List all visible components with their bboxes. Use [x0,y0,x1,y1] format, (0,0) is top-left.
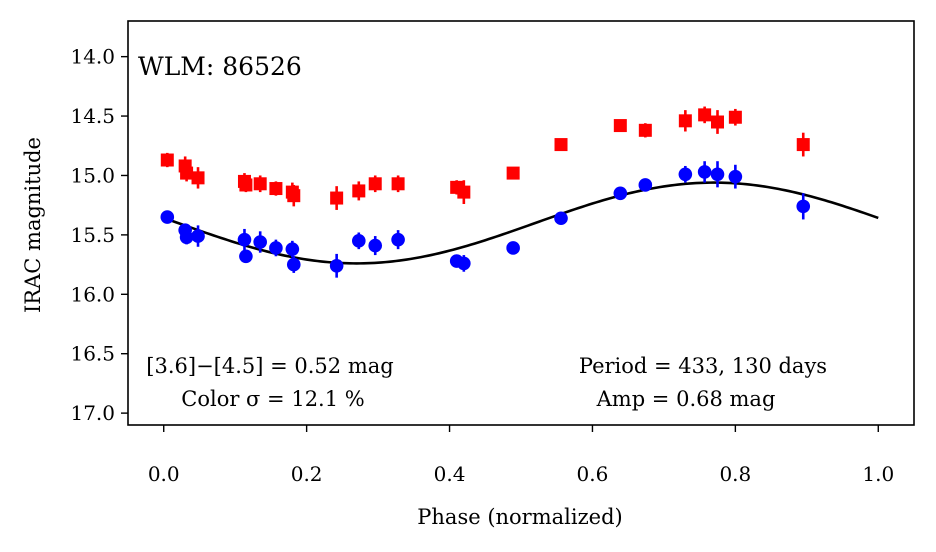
data-point-blue-circle [160,210,175,224]
period-annotation: Period = 433, 130 days [579,354,827,378]
data-point-red-square [253,177,267,191]
data-point-blue-circle [678,167,693,182]
color-difference-annotation: [3.6]−[4.5] = 0.52 mag [146,354,393,378]
data-point-blue-circle [329,258,344,273]
data-point-blue-circle [239,249,253,264]
plot-frame [127,20,915,426]
amplitude-annotation: Amp = 0.68 mag [596,387,776,411]
x-tick-label: 0.2 [291,462,323,486]
x-axis-label: Phase (normalized) [417,505,622,529]
y-tick-label: 15.0 [70,163,115,187]
data-point-blue-circle [285,242,300,256]
data-point-blue-circle [728,169,743,184]
data-point-red-square [613,119,627,133]
data-point-red-square [678,114,692,128]
y-tick-label: 15.5 [70,223,115,247]
y-tick-label: 14.5 [70,104,115,128]
data-point-red-square [191,171,205,185]
x-tick-label: 0.4 [434,462,466,486]
data-point-red-square [287,189,301,203]
data-point-blue-circle [191,229,205,243]
y-axis-label: IRAC magnitude [21,137,45,313]
data-point-blue-circle [554,211,568,226]
y-tick-label: 16.0 [70,282,115,306]
data-point-blue-circle [351,234,366,248]
data-point-blue-circle [506,241,520,255]
x-tick-label: 0.6 [577,462,609,486]
data-point-red-square [698,108,712,122]
data-point-blue-circle [638,178,653,192]
y-tick-label: 14.0 [70,45,115,69]
chart-marks [160,106,879,278]
data-point-red-square [728,110,742,124]
data-point-red-square [239,178,253,192]
data-point-red-square [391,177,405,191]
y-tick-label: 16.5 [70,342,115,366]
data-point-blue-circle [457,256,471,271]
data-point-blue-circle [697,165,712,179]
data-point-red-square [796,138,810,152]
x-tick-label: 0.8 [719,462,751,486]
data-point-blue-circle [286,257,301,272]
data-point-red-square [554,138,568,152]
data-point-red-square [160,153,174,167]
data-point-red-square [711,115,724,129]
x-tick-label: 1.0 [862,462,894,486]
data-point-blue-circle [269,241,283,255]
chart-axes: 0.0 0.2 0.4 0.6 0.8 1.0 14.0 14.5 15.0 15.5 16.0 16… [70,20,915,486]
color-sigma-annotation: Color σ = 12.1 % [181,387,364,411]
data-point-red-square [330,191,344,205]
data-point-red-square [180,166,194,180]
data-point-blue-circle [368,238,383,253]
data-point-blue-circle [796,199,811,214]
data-point-blue-circle [237,232,252,247]
data-point-red-square [506,166,520,180]
data-point-blue-circle [613,186,628,201]
data-point-red-square [352,184,366,198]
data-point-blue-circle [253,235,267,249]
data-point-red-square [457,185,471,199]
model-curve [163,181,879,265]
data-point-blue-circle [179,230,194,245]
y-tick-label: 17.0 [70,401,115,425]
x-tick-label: 0.0 [148,462,180,486]
data-point-red-square [269,182,283,196]
data-point-blue-circle [710,167,725,182]
chart-title: WLM: 86526 [138,52,302,81]
data-point-red-square [638,123,652,137]
data-point-blue-circle [391,232,405,247]
data-point-red-square [368,177,382,191]
